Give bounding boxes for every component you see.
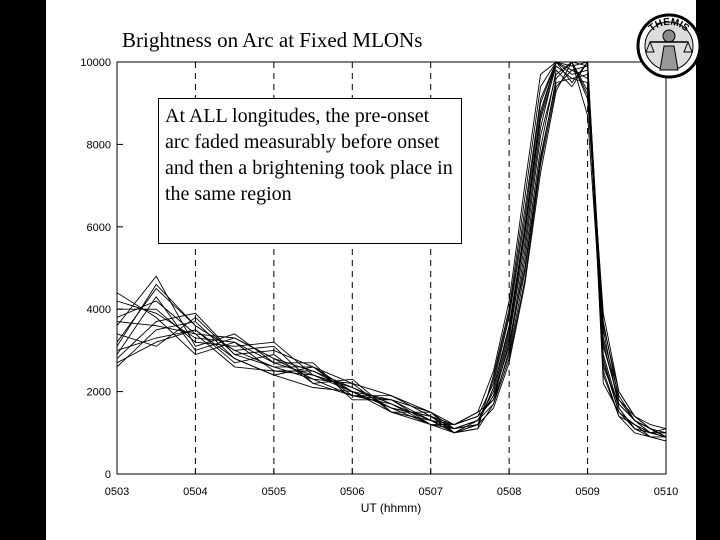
chart-title: Brightness on Arc at Fixed MLONs [122, 28, 423, 52]
x-tick-label: 0509 [575, 486, 599, 498]
y-axis-ticks: 0 2000 4000 6000 8000 10000 [80, 57, 123, 481]
x-tick-label: 0504 [183, 486, 207, 498]
series-line-12 [116, 73, 666, 434]
x-tick-label: 0507 [418, 486, 442, 498]
series-line-6 [116, 61, 667, 430]
y-tick-label: 6000 [87, 222, 111, 234]
series-lines [116, 60, 667, 442]
x-tick-label: 0510 [654, 486, 678, 498]
y-tick-label: 10000 [80, 57, 111, 69]
x-tick-label: 0505 [262, 486, 286, 498]
series-line-13 [116, 61, 667, 438]
x-tick-label: 0506 [340, 486, 364, 498]
y-tick-label: 2000 [87, 387, 111, 399]
x-axis-label: UT (hhmm) [361, 501, 421, 515]
plot-area [116, 61, 667, 475]
series-line-9 [116, 61, 666, 434]
y-axis-label: Brightness in Ewogram Bin [26, 135, 45, 325]
series-line-14 [116, 65, 667, 434]
x-axis-ticks: 0503 0504 0505 0506 0507 0508 0509 0510 [105, 468, 678, 498]
x-tick-label: 0508 [497, 486, 521, 498]
y-tick-label: 8000 [87, 139, 111, 151]
series-line-8 [117, 61, 667, 438]
annotation-callout: At ALL longitudes, the pre-onset arc fad… [158, 98, 462, 244]
y-tick-label: 4000 [87, 304, 111, 316]
themis-logo: THEMIS [636, 13, 702, 79]
x-tick-label: 0503 [105, 486, 129, 498]
y-tick-label: 0 [105, 469, 111, 481]
